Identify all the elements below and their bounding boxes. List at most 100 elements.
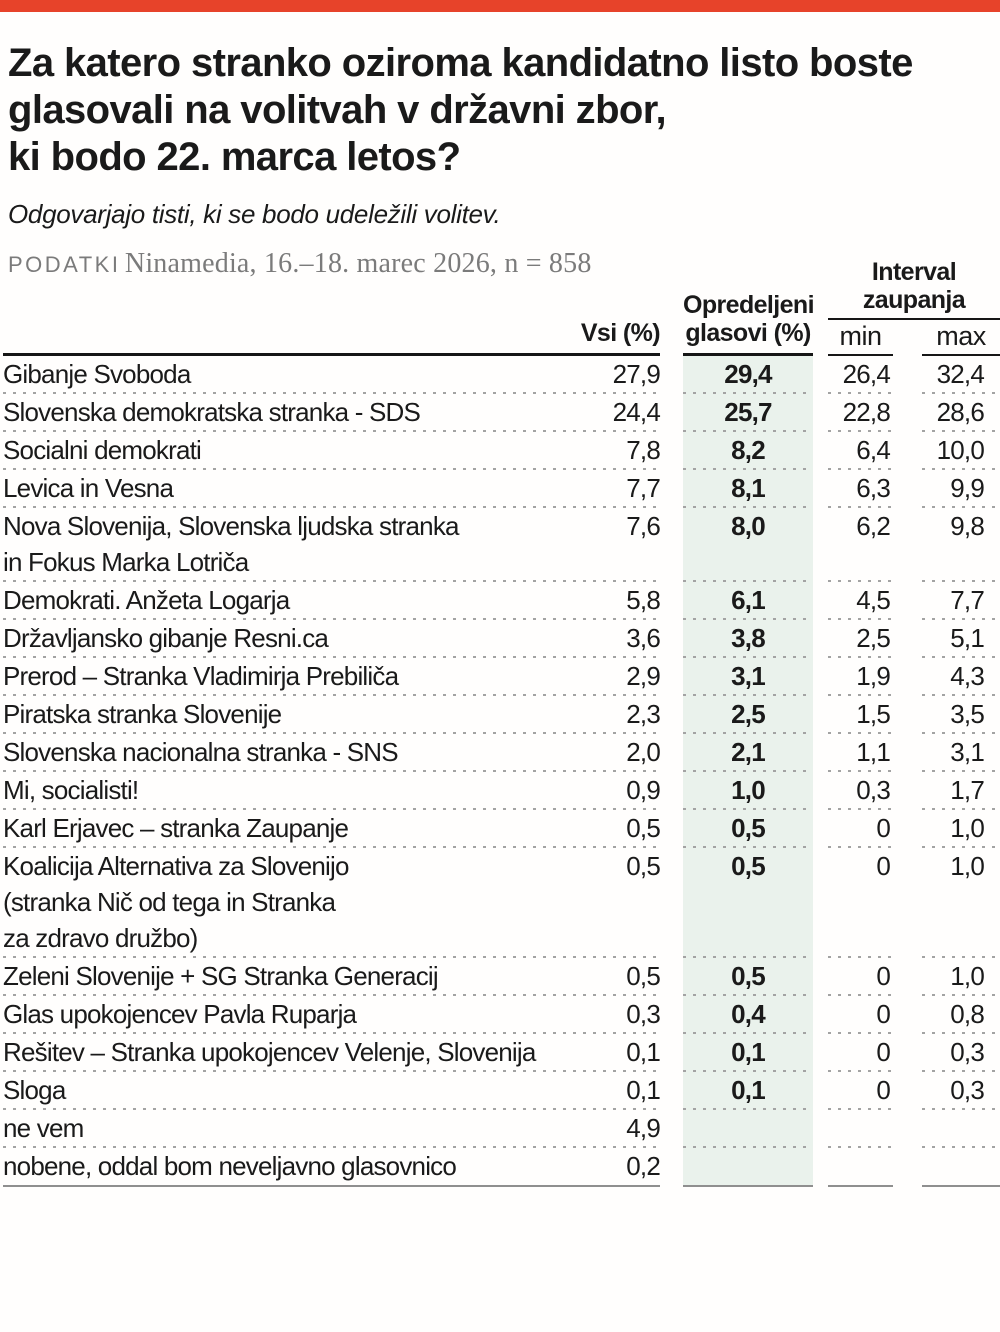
min-value: 22,8 — [828, 394, 893, 432]
column-gap — [660, 772, 683, 810]
max-value: 9,8 — [922, 508, 1000, 582]
column-gap — [660, 432, 683, 470]
min-value — [828, 1110, 893, 1148]
column-gap — [813, 696, 828, 734]
party-name: Karl Erjavec – stranka Zaupanje — [3, 813, 349, 843]
row-left-cell: Sloga 0,1 — [3, 1072, 661, 1110]
column-gap — [813, 508, 828, 582]
column-gap — [660, 508, 683, 582]
column-gap — [660, 996, 683, 1034]
opredeljeni-value: 0,5 — [683, 810, 813, 848]
min-value: 6,3 — [828, 470, 893, 508]
max-value: 0,3 — [922, 1072, 1000, 1110]
column-gap — [813, 1072, 828, 1110]
min-value: 0 — [828, 996, 893, 1034]
column-gap — [893, 356, 922, 394]
max-value: 1,0 — [922, 848, 1000, 958]
party-name: Zeleni Slovenije + SG Stranka Generacij — [3, 961, 439, 991]
page-title: Za katero stranko oziroma kandidatno lis… — [8, 41, 913, 179]
column-gap — [813, 394, 828, 432]
column-gap — [893, 658, 922, 696]
opredeljeni-value — [683, 1110, 813, 1148]
vsi-value: 7,7 — [626, 473, 661, 503]
max-value: 0,3 — [922, 1034, 1000, 1072]
table-row: Mi, socialisti! 0,9 1,0 0,3 1,7 — [3, 772, 1000, 810]
column-gap — [813, 848, 828, 958]
opredeljeni-value — [683, 1148, 813, 1187]
party-name: Mi, socialisti! — [3, 775, 139, 805]
table-row: Piratska stranka Slovenije 2,3 2,5 1,5 3… — [3, 696, 1000, 734]
column-gap — [660, 582, 683, 620]
opredeljeni-value: 25,7 — [683, 394, 813, 432]
column-gap — [660, 848, 683, 958]
min-value: 6,2 — [828, 508, 893, 582]
opredeljeni-value: 8,1 — [683, 470, 813, 508]
column-gap — [660, 394, 683, 432]
table-row: Prerod – Stranka Vladimirja Prebiliča 2,… — [3, 658, 1000, 696]
row-left-cell: Zeleni Slovenije + SG Stranka Generacij … — [3, 958, 661, 996]
column-gap — [813, 734, 828, 772]
column-gap — [893, 1148, 922, 1187]
interval-header-group: Interval zaupanja min max — [828, 258, 1000, 356]
table-row: Glas upokojencev Pavla Ruparja 0,3 0,4 0… — [3, 996, 1000, 1034]
table-row: Demokrati. Anžeta Logarja 5,8 6,1 4,5 7,… — [3, 582, 1000, 620]
table-row: Državljansko gibanje Resni.ca 3,6 3,8 2,… — [3, 620, 1000, 658]
max-value: 1,7 — [922, 772, 1000, 810]
party-name: Državljansko gibanje Resni.ca — [3, 623, 329, 653]
column-gap — [813, 582, 828, 620]
column-gap — [893, 958, 922, 996]
vsi-value: 0,3 — [626, 999, 661, 1029]
max-value: 1,0 — [922, 810, 1000, 848]
vsi-value: 0,5 — [626, 813, 661, 843]
row-left-cell: Koalicija Alternativa za Slovenijo (stra… — [3, 848, 661, 958]
vsi-value: 2,3 — [626, 699, 661, 729]
column-gap — [813, 996, 828, 1034]
party-name: Sloga — [3, 1075, 66, 1105]
column-header-opredeljeni: Opredeljeni glasovi (%) — [683, 291, 815, 356]
row-left-cell: Slovenska nacionalna stranka - SNS 2,0 — [3, 734, 661, 772]
opredeljeni-value: 1,0 — [683, 772, 813, 810]
party-name: nobene, oddal bom neveljavno glasovnico — [3, 1151, 457, 1181]
column-gap — [813, 356, 828, 394]
opredeljeni-value: 29,4 — [683, 356, 813, 394]
opredeljeni-value: 0,5 — [683, 848, 813, 958]
row-left-cell: Demokrati. Anžeta Logarja 5,8 — [3, 582, 661, 620]
column-gap — [660, 658, 683, 696]
column-gap — [660, 958, 683, 996]
table-row: Slovenska nacionalna stranka - SNS 2,0 2… — [3, 734, 1000, 772]
column-gap — [660, 356, 683, 394]
opredeljeni-value: 0,1 — [683, 1034, 813, 1072]
column-gap — [660, 470, 683, 508]
column-gap — [660, 810, 683, 848]
party-name: Nova Slovenija, Slovenska ljudska strank… — [3, 511, 459, 577]
column-gap — [813, 1148, 828, 1187]
party-name: Prerod – Stranka Vladimirja Prebiliča — [3, 661, 399, 691]
column-gap — [893, 810, 922, 848]
party-name: Piratska stranka Slovenije — [3, 699, 282, 729]
column-header-min: min — [828, 321, 893, 356]
table-row: Sloga 0,1 0,1 0 0,3 — [3, 1072, 1000, 1110]
row-left-cell: Gibanje Svoboda 27,9 — [3, 356, 661, 394]
row-left-cell: Levica in Vesna 7,7 — [3, 470, 661, 508]
party-name: Levica in Vesna — [3, 473, 174, 503]
max-value: 1,0 — [922, 958, 1000, 996]
max-value: 3,5 — [922, 696, 1000, 734]
max-value — [922, 1110, 1000, 1148]
min-value: 6,4 — [828, 432, 893, 470]
max-value: 28,6 — [922, 394, 1000, 432]
party-name: Gibanje Svoboda — [3, 359, 191, 389]
source-text: Ninamedia, 16.–18. marec 2026, n = 858 — [124, 248, 592, 279]
column-gap — [893, 432, 922, 470]
max-value: 4,3 — [922, 658, 1000, 696]
row-left-cell: Glas upokojencev Pavla Ruparja 0,3 — [3, 996, 661, 1034]
min-value: 0 — [828, 1034, 893, 1072]
row-left-cell: Nova Slovenija, Slovenska ljudska strank… — [3, 508, 661, 582]
row-left-cell: Prerod – Stranka Vladimirja Prebiliča 2,… — [3, 658, 661, 696]
table-row: Slovenska demokratska stranka - SDS 24,4… — [3, 394, 1000, 432]
table-row: nobene, oddal bom neveljavno glasovnico … — [3, 1148, 1000, 1187]
column-gap — [893, 996, 922, 1034]
party-name: Socialni demokrati — [3, 435, 202, 465]
column-gap — [893, 470, 922, 508]
opredeljeni-value: 8,2 — [683, 432, 813, 470]
party-name: Koalicija Alternativa za Slovenijo (stra… — [3, 851, 349, 953]
